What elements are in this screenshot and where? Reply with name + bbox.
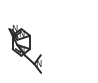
Text: N: N — [18, 46, 25, 55]
Text: N: N — [18, 30, 25, 39]
Text: N: N — [11, 25, 17, 34]
Text: N: N — [35, 60, 42, 69]
